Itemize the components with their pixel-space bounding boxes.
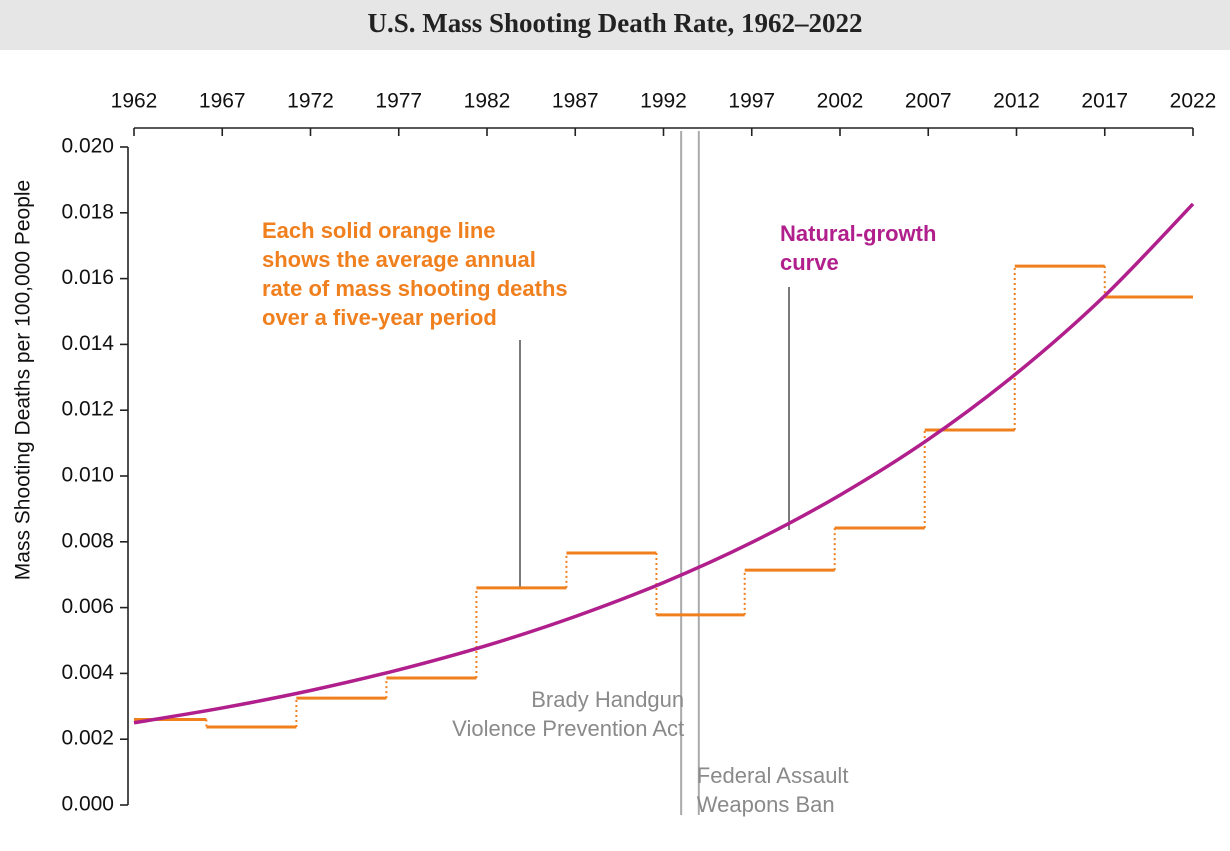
y-tick-label: 0.020 [61,135,114,158]
x-tick-label: 1997 [728,90,775,113]
event-label: Weapons Ban [697,792,835,817]
y-tick-label: 0.018 [61,200,114,223]
y-tick-label: 0.006 [61,595,114,618]
y-tick-label: 0.012 [61,398,114,421]
x-tick-label: 1982 [464,90,511,113]
x-tick-label: 2022 [1170,90,1217,113]
growth-curve [133,202,1195,725]
event-label: Brady Handgun [531,687,684,712]
y-tick-label: 0.008 [61,529,114,552]
annotation: shows the average annual [262,247,536,272]
title-bar [0,0,1230,50]
y-tick-label: 0.016 [61,266,114,289]
y-axis-label: Mass Shooting Deaths per 100,000 People [12,180,35,580]
x-tick-label: 2012 [993,90,1040,113]
annotation: Natural-growth [780,221,936,246]
annotation: curve [780,250,839,275]
x-tick-label: 2017 [1081,90,1128,113]
y-tick-label: 0.014 [61,332,114,355]
event-label: Violence Prevention Act [452,716,684,741]
y-tick-label: 0.002 [61,727,114,750]
annotation: over a five-year period [262,305,497,330]
x-tick-label: 1962 [111,90,158,113]
event-label: Federal Assault [697,763,849,788]
x-tick-label: 1967 [199,90,246,113]
x-tick-label: 1972 [287,90,334,113]
x-tick-label: 2002 [817,90,864,113]
y-tick-label: 0.004 [61,661,114,684]
annotation: Each solid orange line [262,218,496,243]
y-tick-label: 0.010 [61,464,114,487]
annotation: rate of mass shooting deaths [262,276,568,301]
x-tick-label: 1987 [552,90,599,113]
x-tick-label: 2007 [905,90,952,113]
x-tick-label: 1977 [375,90,422,113]
x-tick-label: 1992 [640,90,687,113]
chart-title: U.S. Mass Shooting Death Rate, 1962–2022 [367,8,862,38]
y-tick-label: 0.000 [61,793,114,816]
